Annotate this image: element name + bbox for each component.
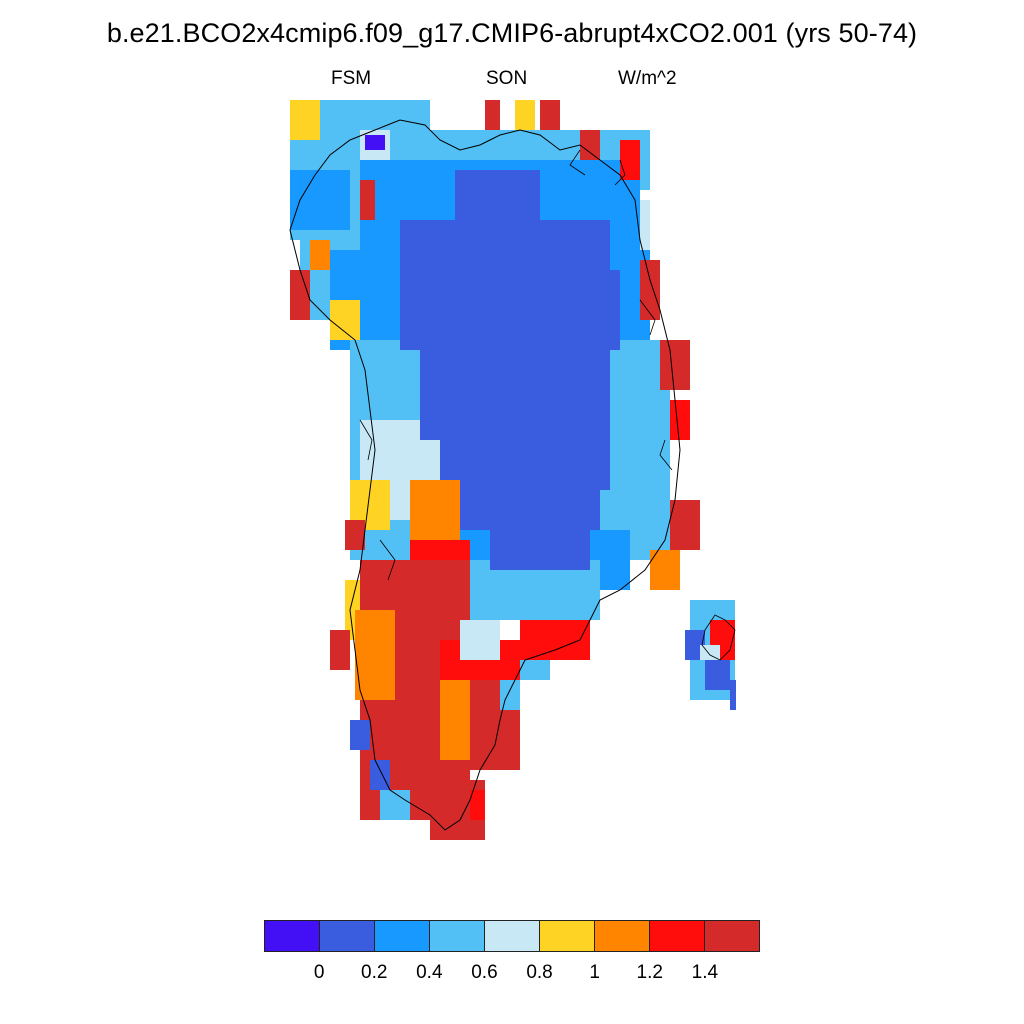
map-cell bbox=[370, 760, 390, 790]
colorbar-label: 0 bbox=[313, 962, 325, 983]
season-label: SON bbox=[486, 68, 528, 89]
colorbar-label: 0.6 bbox=[471, 962, 498, 983]
map-cell bbox=[290, 170, 350, 230]
colorbar-label: 1.4 bbox=[691, 962, 719, 983]
map-cell bbox=[470, 790, 485, 820]
colorbar-box-7 bbox=[650, 921, 705, 951]
colorbar-box-6 bbox=[595, 921, 650, 951]
map-cell bbox=[520, 660, 550, 680]
map-cell bbox=[365, 135, 385, 150]
coastline bbox=[289, 119, 681, 831]
colorbar-label: 1 bbox=[589, 962, 600, 983]
colorbar-box-8 bbox=[705, 921, 759, 951]
colorbar-label: 0.4 bbox=[416, 962, 443, 983]
map-cell bbox=[290, 270, 310, 320]
map-cell bbox=[730, 680, 736, 710]
map-cell bbox=[650, 550, 680, 590]
colorbar-box-2 bbox=[375, 921, 430, 951]
colorbar-box-0 bbox=[265, 921, 320, 951]
coastline-iceland bbox=[701, 614, 736, 661]
map-cells bbox=[290, 100, 736, 840]
map-cell bbox=[350, 720, 370, 750]
units-label: W/m^2 bbox=[618, 68, 677, 89]
map-cell bbox=[700, 645, 720, 660]
map-cell bbox=[380, 790, 410, 820]
map-cell bbox=[290, 100, 320, 140]
map-cell bbox=[460, 620, 500, 660]
map-cell bbox=[520, 620, 590, 660]
colorbar-label: 0.2 bbox=[361, 962, 388, 983]
map-cell bbox=[540, 100, 560, 130]
map-cell bbox=[330, 300, 360, 340]
colorbar-label: 0.8 bbox=[526, 962, 553, 983]
colorbar-labels: 0 0.2 0.4 0.6 0.8 1 1.2 1.4 bbox=[0, 962, 1024, 992]
map-cell bbox=[355, 610, 395, 700]
plot-title: b.e21.BCO2x4cmip6.f09_g17.CMIP6-abrupt4x… bbox=[106, 18, 918, 48]
map-cell bbox=[660, 340, 690, 390]
colorbar bbox=[264, 920, 760, 952]
map-cell bbox=[420, 340, 610, 440]
map-cell bbox=[360, 180, 375, 220]
map-cell bbox=[345, 520, 365, 550]
map-cell bbox=[330, 630, 350, 670]
map-cell bbox=[400, 270, 620, 350]
map-cell bbox=[515, 100, 535, 130]
map-cell bbox=[580, 130, 600, 160]
map-cell bbox=[640, 260, 660, 320]
coastline-inland-detail bbox=[359, 149, 673, 581]
map-cell bbox=[670, 400, 690, 440]
colorbar-box-5 bbox=[540, 921, 595, 951]
colorbar-box-1 bbox=[320, 921, 375, 951]
colorbar-label: 1.2 bbox=[636, 962, 663, 983]
map-cell bbox=[620, 140, 640, 180]
map-cell bbox=[410, 480, 460, 540]
map-cell bbox=[310, 240, 330, 270]
map-cell bbox=[705, 660, 730, 690]
map-cell bbox=[670, 500, 700, 550]
colorbar-box-3 bbox=[430, 921, 485, 951]
map-cell bbox=[540, 520, 590, 570]
map-cell bbox=[500, 680, 520, 710]
variable-label: FSM bbox=[331, 68, 372, 89]
map-cell bbox=[485, 100, 500, 130]
colorbar-box-4 bbox=[485, 921, 540, 951]
